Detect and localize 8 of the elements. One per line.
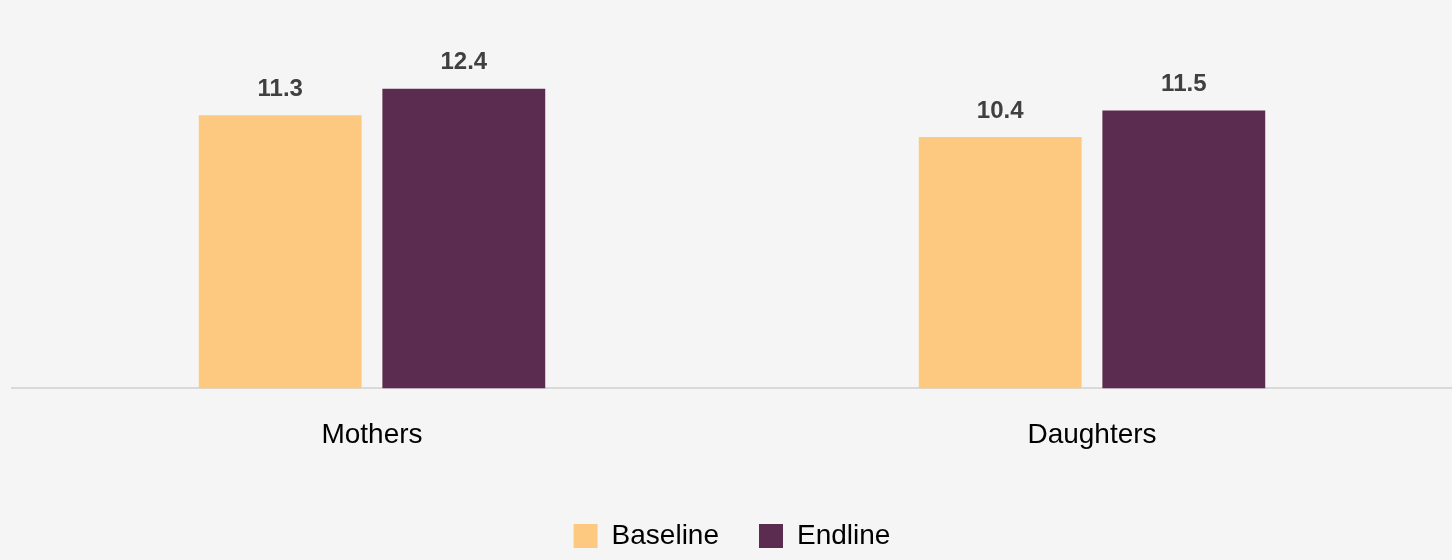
data-label: 10.4 (976, 95, 1025, 123)
legend-label: Endline (797, 518, 891, 550)
data-label: 11.5 (1161, 69, 1207, 97)
x-tick-label: Daughters (1027, 417, 1157, 449)
legend-label: Baseline (611, 518, 719, 550)
x-tick-label: Mothers (321, 417, 423, 449)
data-label: 12.4 (440, 47, 488, 75)
data-label: 11.3 (257, 73, 303, 101)
